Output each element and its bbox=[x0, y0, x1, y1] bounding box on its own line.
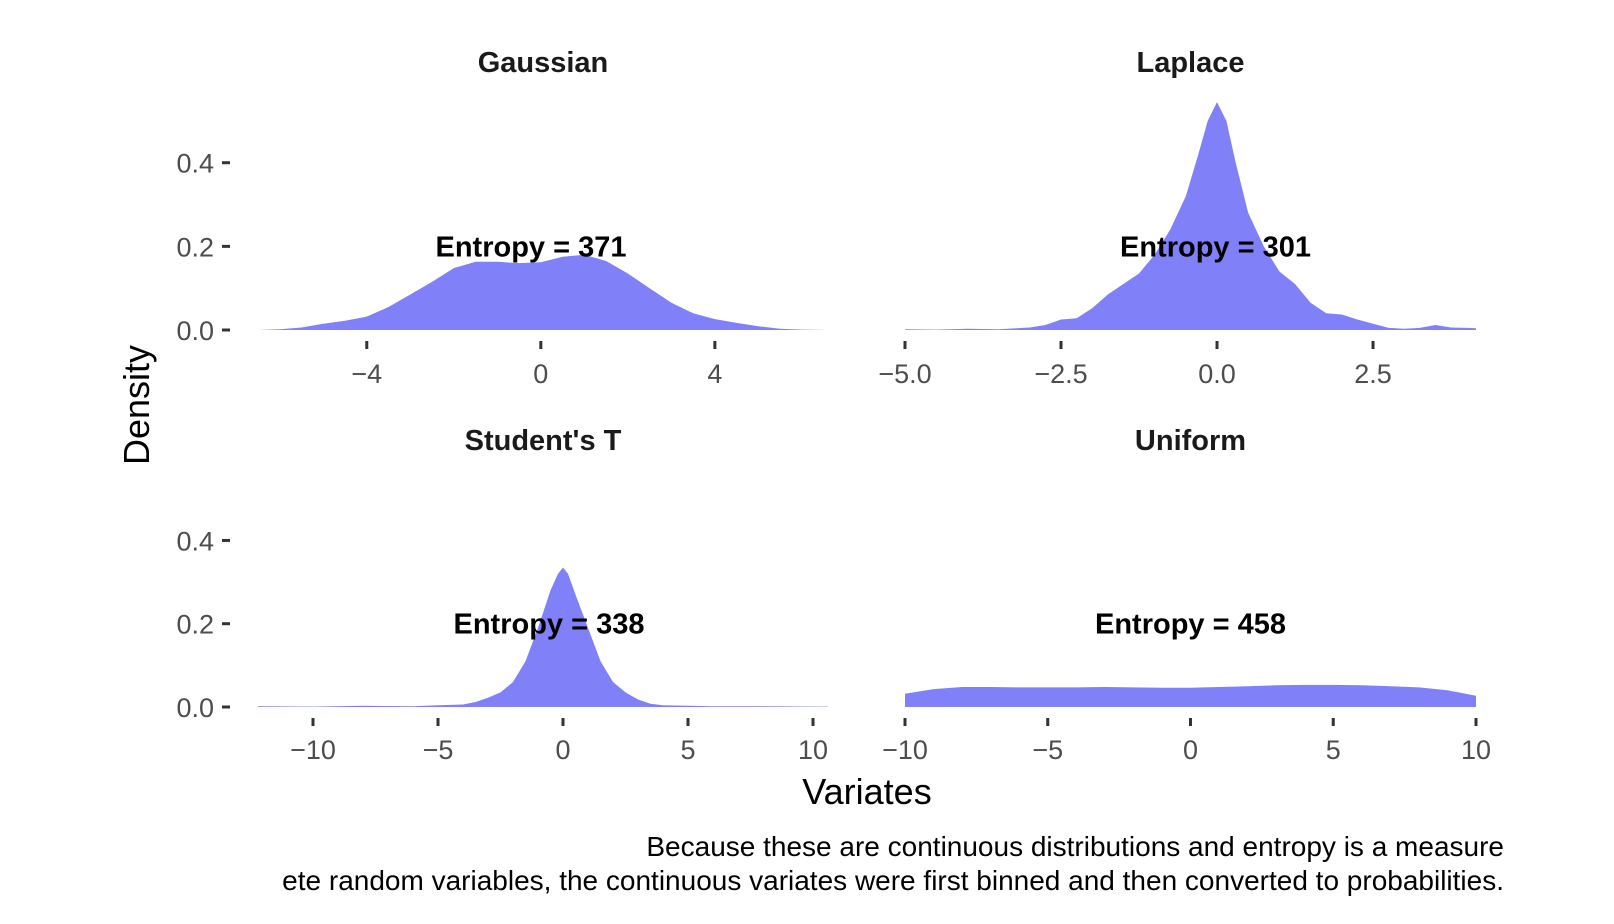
x-tick-label-uniform: 0 bbox=[1183, 735, 1198, 765]
x-tick-label-uniform: 5 bbox=[1326, 735, 1341, 765]
x-tick-label-student-s-t: 0 bbox=[555, 735, 570, 765]
x-tick-label-gaussian: 4 bbox=[707, 359, 722, 389]
panel-title-gaussian: Gaussian bbox=[478, 47, 609, 79]
x-tick-label-laplace: 2.5 bbox=[1354, 359, 1392, 389]
entropy-label-laplace: Entropy = 301 bbox=[1120, 231, 1311, 263]
x-tick-label-student-s-t: −10 bbox=[290, 735, 336, 765]
x-tick-label-laplace: −5.0 bbox=[878, 359, 931, 389]
x-axis-title: Variates bbox=[802, 771, 931, 812]
y-tick-label-gaussian: 0.2 bbox=[176, 232, 214, 262]
panel-title-laplace: Laplace bbox=[1137, 47, 1245, 79]
y-tick-label-gaussian: 0.0 bbox=[176, 316, 214, 346]
x-tick-label-uniform: −5 bbox=[1032, 735, 1063, 765]
density-area-student-s-t bbox=[258, 567, 828, 707]
y-tick-label-student-s-t: 0.0 bbox=[176, 693, 214, 723]
x-tick-label-gaussian: 0 bbox=[533, 359, 548, 389]
x-tick-label-laplace: −2.5 bbox=[1034, 359, 1087, 389]
x-tick-label-student-s-t: 10 bbox=[798, 735, 828, 765]
density-area-gaussian bbox=[258, 254, 828, 330]
x-tick-label-uniform: 10 bbox=[1461, 735, 1491, 765]
panel-title-uniform: Uniform bbox=[1135, 425, 1246, 457]
entropy-label-student-s-t: Entropy = 338 bbox=[454, 609, 645, 641]
y-tick-label-student-s-t: 0.4 bbox=[176, 526, 214, 556]
x-tick-label-uniform: −10 bbox=[882, 735, 928, 765]
entropy-label-uniform: Entropy = 458 bbox=[1095, 609, 1286, 641]
caption-clip-mask bbox=[0, 860, 104, 900]
x-tick-label-student-s-t: 5 bbox=[680, 735, 695, 765]
x-tick-label-laplace: 0.0 bbox=[1198, 359, 1236, 389]
density-area-laplace bbox=[905, 102, 1476, 330]
y-axis-title: Density bbox=[116, 345, 157, 465]
caption-line-2: ete random variables, the continuous var… bbox=[282, 865, 1504, 896]
y-tick-label-student-s-t: 0.2 bbox=[176, 610, 214, 640]
y-tick-label-gaussian: 0.4 bbox=[176, 149, 214, 179]
panel-title-student-s-t: Student's T bbox=[465, 425, 622, 457]
x-tick-label-student-s-t: −5 bbox=[423, 735, 454, 765]
entropy-label-gaussian: Entropy = 371 bbox=[436, 231, 627, 263]
density-area-uniform bbox=[905, 684, 1476, 707]
caption-line-1: Because these are continuous distributio… bbox=[646, 831, 1504, 862]
x-tick-label-gaussian: −4 bbox=[351, 359, 382, 389]
